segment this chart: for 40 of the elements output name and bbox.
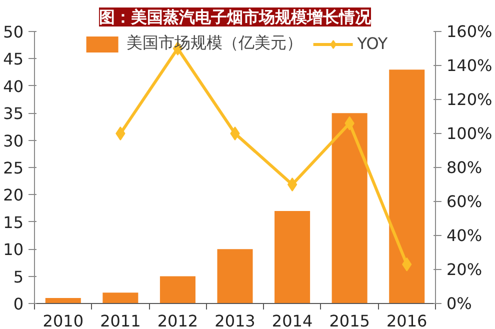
y-tick-label: 25: [3, 158, 24, 178]
y-tick-label: 5: [13, 267, 24, 286]
y-tick-label: 15: [3, 212, 24, 232]
bar: [102, 292, 138, 304]
y2-tick-label: 100%: [446, 124, 492, 143]
bar: [332, 113, 368, 304]
y2-tick-label: 140%: [446, 56, 492, 75]
legend-label: 美国市场规模（亿美元）: [126, 33, 302, 54]
x-tick-label: 2011: [100, 312, 141, 329]
y2-tick-label: 20%: [446, 260, 482, 279]
point: [287, 178, 298, 192]
y-tick-label: 50: [3, 22, 24, 42]
y-tick-label: 40: [3, 76, 24, 96]
y-tick-label: 45: [3, 50, 24, 69]
y-tick-label: 20: [3, 186, 24, 205]
x-tick-label: 2015: [329, 312, 370, 329]
legend-label: YOY: [357, 34, 388, 53]
bar: [274, 211, 310, 304]
y2-tick-label: 120%: [446, 90, 492, 109]
y-tick-label: 35: [3, 104, 24, 124]
bar: [160, 276, 196, 304]
point: [230, 126, 240, 140]
y2-tick-label: 0%: [446, 294, 472, 313]
y2-tick-label: 40%: [446, 226, 482, 245]
y-tick-label: 30: [3, 131, 24, 150]
bar: [217, 249, 253, 304]
y2-tick-label: 60%: [446, 192, 482, 211]
chart-title: 图：美国蒸汽电子烟市场规模增长情况: [99, 8, 372, 26]
y2-tick-label: 80%: [446, 158, 482, 177]
x-tick-label: 2012: [157, 312, 198, 329]
x-tick-label: 2016: [386, 312, 428, 329]
y-tick-label: 10: [3, 240, 24, 260]
y-tick-label: 0: [13, 294, 24, 314]
bar: [389, 70, 425, 304]
x-tick-label: 2010: [42, 312, 84, 329]
point: [116, 126, 126, 140]
x-tick-label: 2014: [272, 312, 313, 329]
bar: [45, 298, 81, 304]
x-tick-label: 2013: [214, 312, 256, 329]
y2-tick-label: 160%: [446, 22, 492, 41]
